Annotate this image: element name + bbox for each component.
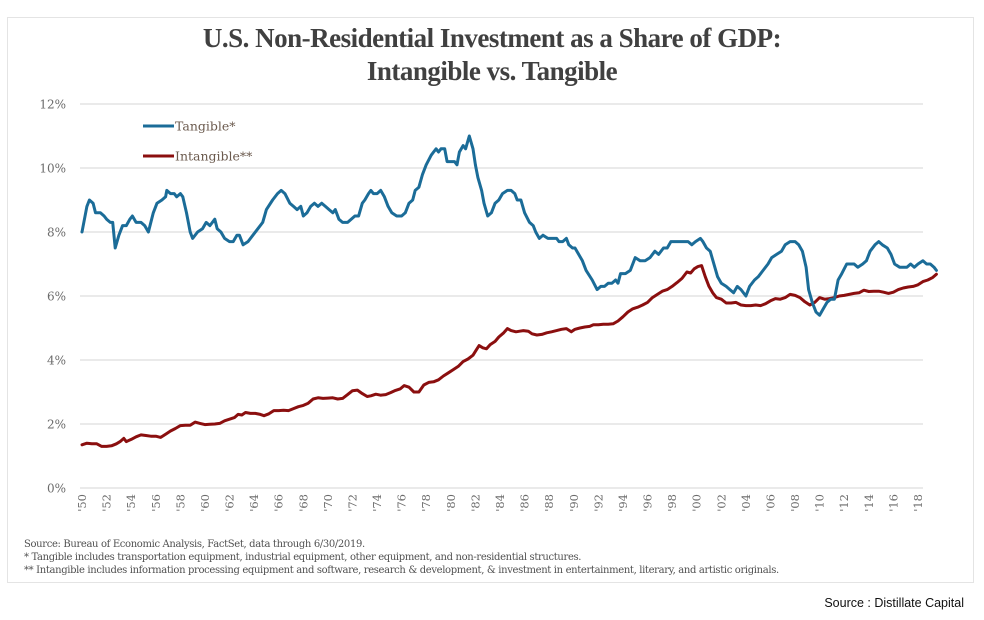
x-tick-label: '08 — [788, 494, 802, 512]
x-tick-label: '80 — [444, 494, 458, 512]
footnotes: Source: Bureau of Economic Analysis, Fac… — [24, 538, 779, 577]
x-tick-label: '10 — [813, 494, 827, 512]
x-tick-label: '92 — [591, 494, 605, 512]
x-tick-label: '54 — [124, 494, 138, 512]
x-tick-label: '70 — [321, 494, 335, 512]
x-tick-label: '86 — [518, 494, 532, 512]
gridlines — [80, 103, 923, 489]
y-tick-label: 10% — [39, 162, 66, 176]
x-tick-label: '88 — [542, 494, 556, 512]
x-tick-label: '04 — [739, 494, 753, 512]
x-tick-label: '96 — [641, 494, 655, 512]
x-tick-label: '72 — [345, 494, 359, 512]
y-axis-tick-labels: 0% 2% 4% 6% 8% 10% 12% — [39, 98, 66, 496]
x-axis-tick-labels: '50 '52 '54 '56 '58 '60 '62 '64 '66 '68 '70 '72 '74 '… — [75, 494, 925, 512]
legend-label-tangible: Tangible* — [175, 119, 236, 134]
x-tick-label: '66 — [272, 494, 286, 512]
x-tick-label: '90 — [567, 494, 581, 512]
x-tick-label: '98 — [665, 494, 679, 512]
legend-label-intangible: Intangible** — [175, 149, 253, 164]
x-tick-label: '74 — [370, 494, 384, 512]
y-tick-label: 2% — [47, 418, 66, 432]
x-tick-label: '50 — [75, 494, 89, 512]
chart-title: U.S. Non-Residential Investment as a Sha… — [0, 22, 984, 88]
x-tick-label: '82 — [468, 494, 482, 512]
x-tick-label: '12 — [837, 494, 851, 512]
x-tick-label: '18 — [911, 494, 925, 512]
chart-title-line2: Intangible vs. Tangible — [366, 56, 618, 86]
x-tick-label: '62 — [223, 494, 237, 512]
x-tick-label: '14 — [862, 494, 876, 512]
y-tick-label: 0% — [47, 482, 66, 496]
x-tick-label: '16 — [886, 494, 900, 512]
y-tick-label: 8% — [47, 226, 66, 240]
x-tick-label: '84 — [493, 494, 507, 512]
x-tick-label: '06 — [763, 494, 777, 512]
y-tick-label: 6% — [47, 290, 66, 304]
x-tick-label: '02 — [714, 494, 728, 512]
legend: Tangible* Intangible** — [143, 119, 253, 164]
intangible-footnote: ** Intangible includes information proce… — [24, 565, 779, 576]
y-tick-label: 12% — [39, 98, 66, 112]
tangible-footnote: * Tangible includes transportation equip… — [24, 552, 582, 563]
x-tick-label: '52 — [100, 494, 114, 512]
x-tick-label: '64 — [247, 494, 261, 512]
x-tick-label: '58 — [173, 494, 187, 512]
x-tick-label: '56 — [149, 494, 163, 512]
series-lines — [80, 134, 938, 448]
y-tick-label: 4% — [47, 354, 66, 368]
x-tick-label: '68 — [296, 494, 310, 512]
x-tick-label: '78 — [419, 494, 433, 512]
image-credit: Source : Distillate Capital — [824, 596, 964, 610]
x-tick-label: '60 — [198, 494, 212, 512]
chart-title-line1: U.S. Non-Residential Investment as a Sha… — [202, 23, 782, 53]
x-tick-label: '94 — [616, 494, 630, 512]
series-line-intangible — [80, 264, 938, 448]
series-line-tangible — [80, 134, 938, 317]
x-tick-label: '76 — [395, 494, 409, 512]
source-note: Source: Bureau of Economic Analysis, Fac… — [24, 539, 365, 550]
x-tick-label: '00 — [690, 494, 704, 512]
